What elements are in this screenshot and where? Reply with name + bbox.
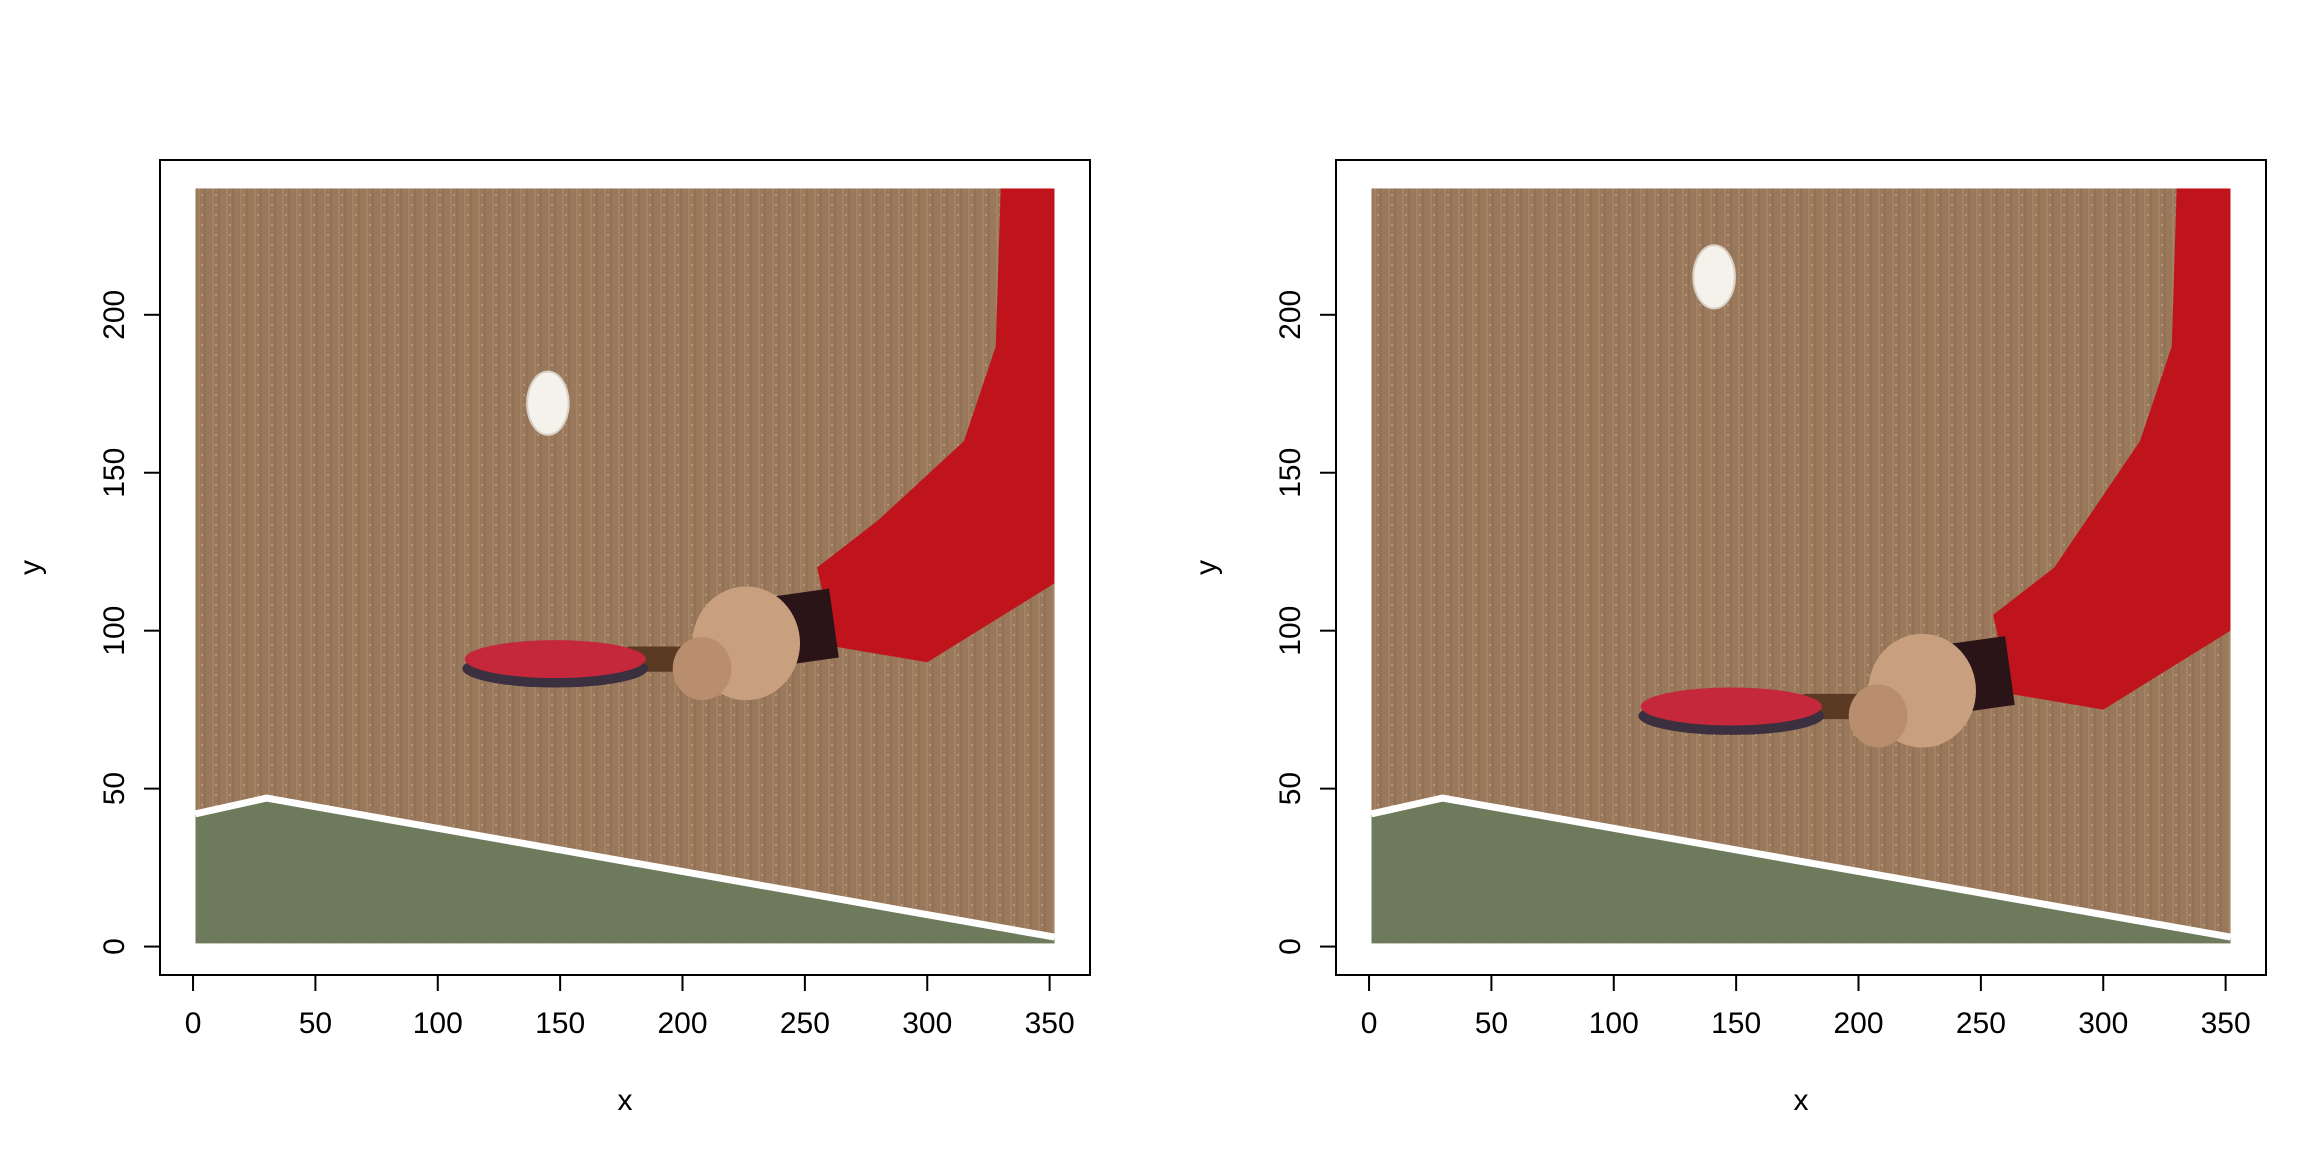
y-tick-label: 200 (1274, 290, 1307, 340)
plot-panel-right: 0 50 100 150 200 250 300 350 0 50 100 150 200 x y (1190, 159, 2267, 1117)
ball (526, 370, 570, 436)
photo-image (1371, 188, 2231, 944)
x-axis-title: x (1794, 1084, 1809, 1117)
y-tick-label: 100 (98, 606, 131, 656)
x-tick-label: 200 (1833, 1007, 1883, 1040)
x-tick-label: 250 (780, 1007, 830, 1040)
red-sleeve (817, 188, 1055, 663)
plot-panel-left: 0 50 100 150 200 250 300 350 0 50 100 150 200 x y (14, 159, 1091, 1117)
x-tick-label: 150 (535, 1007, 585, 1040)
y-tick-label: 150 (98, 448, 131, 498)
x-tick-label: 100 (1589, 1007, 1639, 1040)
y-tick-label: 200 (98, 290, 131, 340)
x-tick-label: 100 (413, 1007, 463, 1040)
x-tick-label: 50 (299, 1007, 332, 1040)
y-tick-label: 50 (98, 772, 131, 805)
y-tick-label: 50 (1274, 772, 1307, 805)
fingers (672, 636, 732, 701)
paddle-face (464, 640, 646, 679)
table-surface (1371, 798, 2231, 944)
ball (1692, 244, 1736, 310)
fingers (1848, 684, 1908, 748)
x-axis-title: x (618, 1084, 633, 1117)
y-tick-label: 150 (1274, 448, 1307, 498)
x-tick-label: 250 (1956, 1007, 2006, 1040)
x-tick-label: 0 (1361, 1007, 1378, 1040)
x-tick-label: 350 (1025, 1007, 1075, 1040)
x-tick-label: 200 (657, 1007, 707, 1040)
table-edge-line (195, 794, 1055, 941)
table-edge-line (1371, 794, 2231, 941)
x-tick-label: 0 (185, 1007, 202, 1040)
x-tick-label: 150 (1711, 1007, 1761, 1040)
y-tick-label: 100 (1274, 606, 1307, 656)
paddle-face (1640, 687, 1822, 726)
photo-image (195, 188, 1055, 944)
red-sleeve (1993, 188, 2231, 710)
table-surface (195, 798, 1055, 944)
x-tick-label: 350 (2201, 1007, 2251, 1040)
x-tick-label: 300 (2078, 1007, 2128, 1040)
y-tick-label: 0 (98, 938, 131, 955)
y-axis-title: y (14, 560, 47, 575)
x-tick-label: 50 (1475, 1007, 1508, 1040)
x-tick-label: 300 (902, 1007, 952, 1040)
y-tick-label: 0 (1274, 938, 1307, 955)
y-axis-title: y (1190, 560, 1223, 575)
